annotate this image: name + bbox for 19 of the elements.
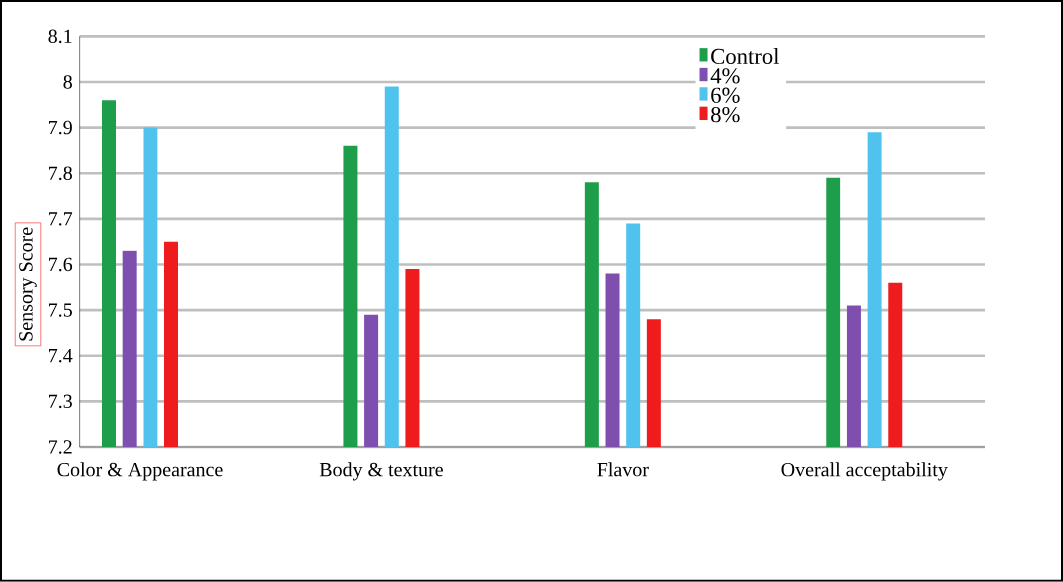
y-tick-label: 7.9 (49, 121, 72, 135)
y-tick-label: 7.8 (49, 166, 72, 181)
y-tick-label: 7.4 (49, 349, 73, 363)
legend-label: Control (711, 48, 780, 65)
x-tick-label: Color & Appearance (57, 462, 223, 481)
x-tick-label: Body & texture (319, 462, 443, 481)
y-axis-title: Sensory Score (19, 227, 37, 341)
y-tick-label: 8.1 (48, 29, 72, 44)
legend-label: 4% (710, 68, 740, 84)
y-tick-label: 7.7 (49, 212, 73, 226)
x-tick-label: Overall acceptability (781, 462, 948, 481)
y-tick-label: 8 (63, 75, 72, 89)
y-tick-label: 7.3 (49, 394, 72, 409)
legend-label: 8% (711, 107, 740, 123)
y-tick-label: 7.6 (49, 257, 73, 272)
y-tick-label: 7.2 (49, 440, 72, 454)
y-tick-label: 7.5 (49, 303, 72, 317)
x-tick-label: Flavor (597, 462, 649, 477)
legend-label: 6% (711, 87, 740, 104)
